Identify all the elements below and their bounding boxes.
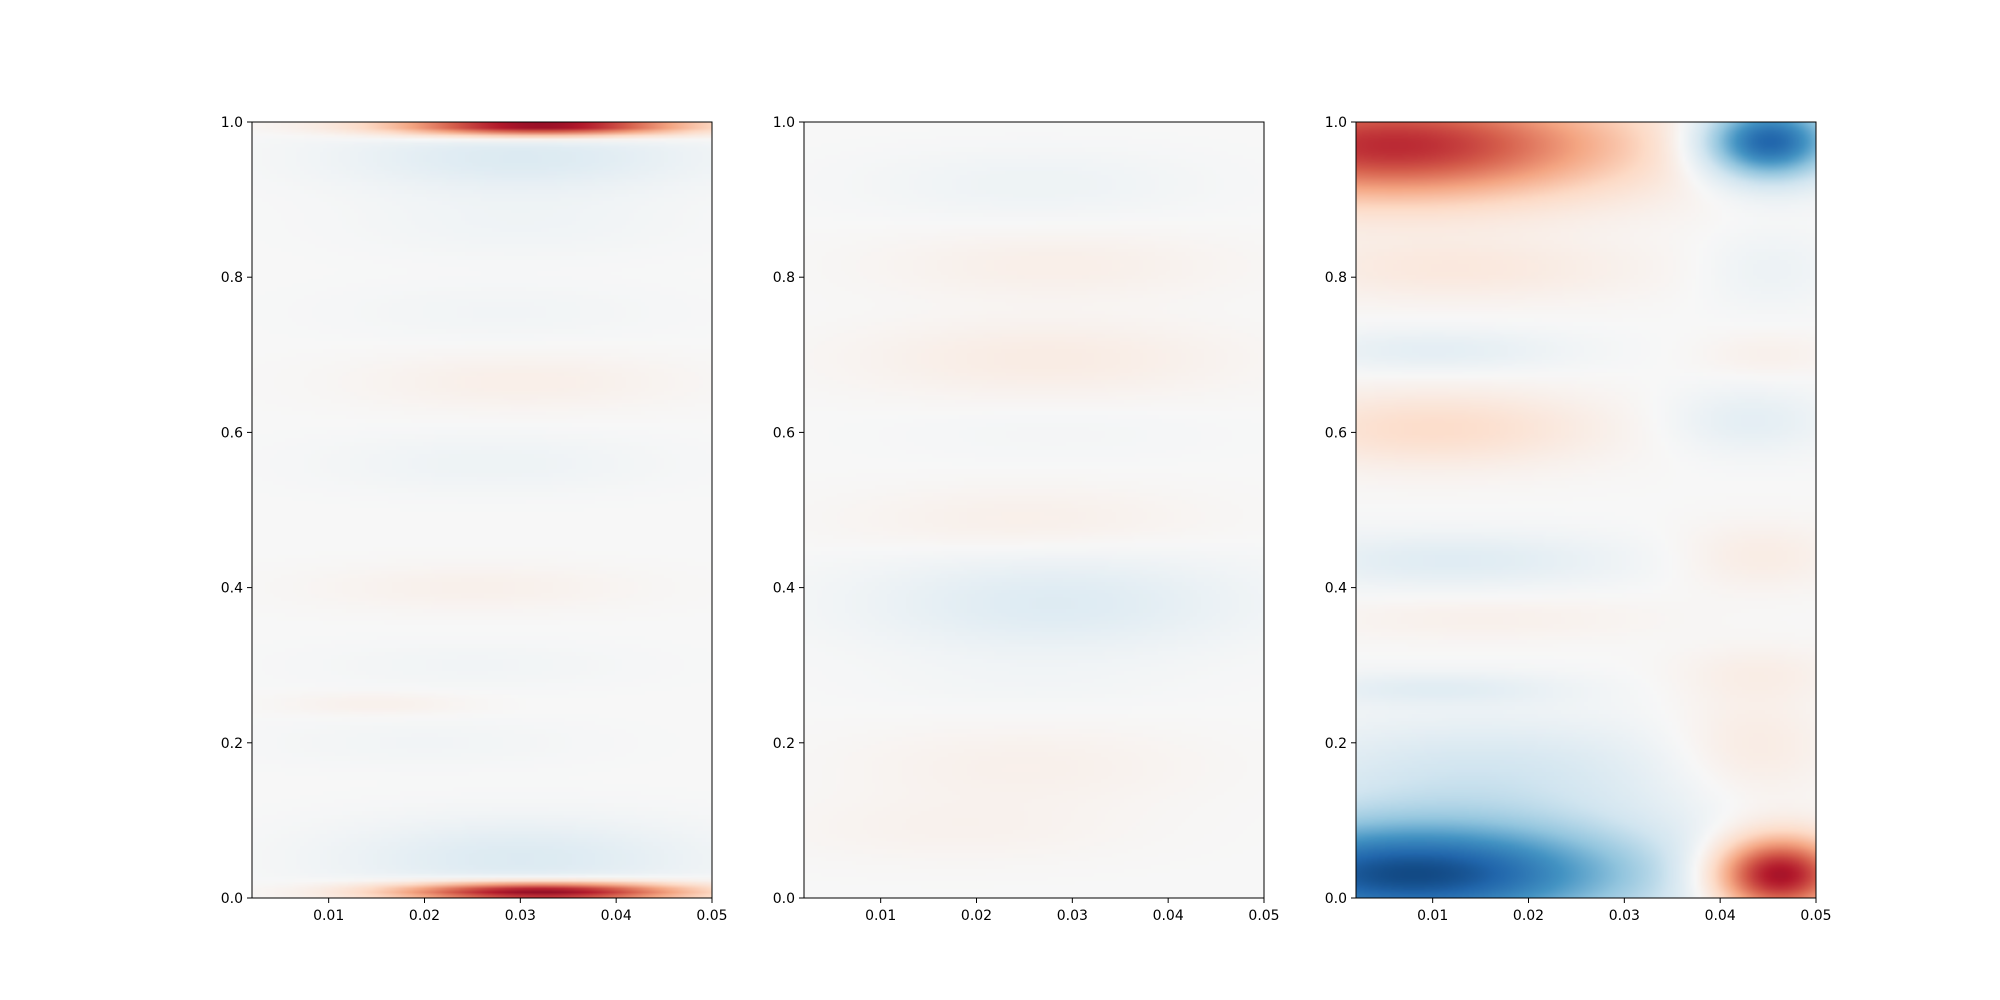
y-tick-label: 0.2: [1325, 736, 1347, 752]
heatmap-panel-3: 0.01 0.02 0.03 0.04 0.05 0.0 0.2 0.4 0.6 0.8 1.0: [1325, 115, 1832, 924]
y-tick-label: 0.2: [221, 736, 243, 752]
y-tick-label: 0.2: [773, 736, 795, 752]
x-tick-label: 0.02: [1513, 908, 1544, 924]
heatmap-image: [804, 122, 1264, 898]
heatmap-image: [1356, 122, 1816, 898]
y-tick-label: 0.6: [221, 425, 243, 441]
x-tick-label: 0.05: [696, 908, 727, 924]
heatmap-image: [252, 122, 712, 898]
y-tick-label: 1.0: [773, 115, 795, 131]
y-tick-label: 0.0: [221, 891, 243, 907]
x-tick-label: 0.02: [961, 908, 992, 924]
x-tick-label: 0.05: [1248, 908, 1279, 924]
axes-frame: [251, 121, 713, 899]
x-tick-label: 0.03: [1057, 908, 1088, 924]
x-tick-label: 0.02: [409, 908, 440, 924]
y-tick-label: 0.4: [221, 581, 243, 597]
x-tick-label: 0.04: [1705, 908, 1736, 924]
y-tick-label: 0.4: [1325, 581, 1347, 597]
y-tick-label: 0.0: [773, 891, 795, 907]
y-tick-label: 0.8: [1325, 270, 1347, 286]
axes-frame: [1355, 121, 1817, 899]
axes-frame: [803, 121, 1265, 899]
x-tick-label: 0.03: [1609, 908, 1640, 924]
y-tick-label: 0.6: [773, 425, 795, 441]
x-tick-label: 0.04: [1153, 908, 1184, 924]
y-tick-label: 1.0: [1325, 115, 1347, 131]
x-tick-label: 0.05: [1800, 908, 1831, 924]
y-tick-label: 1.0: [221, 115, 243, 131]
heatmap-panel-1: 0.01 0.02 0.03 0.04 0.05 0.0 0.2 0.4 0.6 0.8 1.0: [221, 115, 728, 924]
x-tick-label: 0.01: [865, 908, 896, 924]
heatmap-panel-2: 0.01 0.02 0.03 0.04 0.05 0.0 0.2 0.4 0.6 0.8 1.0: [773, 115, 1280, 924]
y-tick-label: 0.8: [773, 270, 795, 286]
x-tick-label: 0.01: [313, 908, 344, 924]
x-tick-label: 0.03: [505, 908, 536, 924]
x-tick-label: 0.04: [601, 908, 632, 924]
y-tick-label: 0.8: [221, 270, 243, 286]
x-tick-label: 0.01: [1417, 908, 1448, 924]
y-tick-label: 0.4: [773, 581, 795, 597]
y-tick-label: 0.0: [1325, 891, 1347, 907]
y-tick-label: 0.6: [1325, 425, 1347, 441]
